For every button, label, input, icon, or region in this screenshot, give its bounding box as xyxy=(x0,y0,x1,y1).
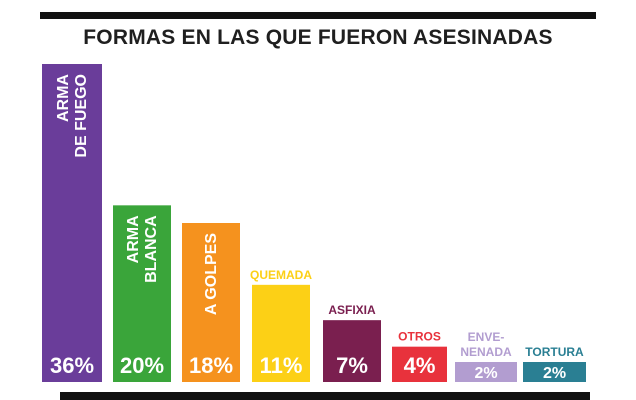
category-label-line: TORTURA xyxy=(525,345,584,359)
bar-4 xyxy=(252,284,310,382)
category-label-line: A GOLPES xyxy=(203,233,220,315)
bar-8 xyxy=(523,362,586,382)
value-label-3: 18% xyxy=(189,353,233,378)
category-label-4: QUEMADA xyxy=(250,268,312,282)
bar-2 xyxy=(113,205,171,382)
value-label-5: 7% xyxy=(336,353,368,378)
category-label-line: BLANCA xyxy=(143,215,160,283)
category-label-7: ENVE-NENADA xyxy=(460,330,512,359)
category-label-3: A GOLPES xyxy=(203,233,220,315)
value-label-4: 11% xyxy=(260,353,303,378)
category-label-line: OTROS xyxy=(398,330,441,344)
category-label-1: ARMADE FUEGO xyxy=(55,74,90,158)
bar-7 xyxy=(455,362,517,382)
category-label-line: ARMA xyxy=(55,74,72,122)
category-label-line: ASFIXIA xyxy=(328,303,376,317)
bar-1 xyxy=(42,64,102,382)
category-label-5: ASFIXIA xyxy=(328,303,376,317)
category-label-line: ENVE- xyxy=(468,330,505,344)
value-label-7: 2% xyxy=(474,365,497,382)
category-label-line: QUEMADA xyxy=(250,268,312,282)
value-label-2: 20% xyxy=(120,353,164,378)
value-label-1: 36% xyxy=(50,353,94,378)
category-label-line: DE FUEGO xyxy=(73,74,90,158)
category-label-line: NENADA xyxy=(460,345,512,359)
category-label-line: ARMA xyxy=(125,215,142,263)
value-label-8: 2% xyxy=(543,365,566,382)
category-label-8: TORTURA xyxy=(525,345,584,359)
bar-5 xyxy=(323,320,381,382)
bar-3 xyxy=(182,223,240,382)
category-label-6: OTROS xyxy=(398,330,441,344)
bar-6 xyxy=(392,346,447,382)
value-label-6: 4% xyxy=(404,353,436,378)
top-rule xyxy=(40,12,596,19)
category-label-2: ARMABLANCA xyxy=(125,215,160,283)
bottom-rule xyxy=(60,392,590,400)
chart-title: FORMAS EN LAS QUE FUERON ASESINADAS xyxy=(83,26,553,49)
